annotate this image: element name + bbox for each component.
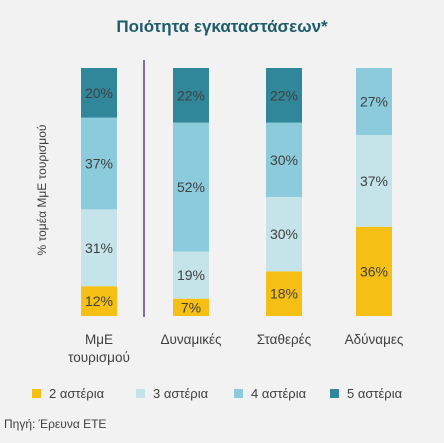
- chart-title: Ποιότητα εγκαταστάσεων*: [116, 17, 328, 36]
- data-label: 27%: [360, 93, 388, 109]
- bars-group: 12% 31% 37% 20% 7% 19% 52% 22% 18% 30% 30% 22% 36% 37…: [81, 68, 392, 316]
- data-label: 7%: [181, 299, 201, 315]
- data-label: 52%: [177, 179, 205, 195]
- bar-segment: [356, 68, 392, 135]
- bar-segment: [356, 226, 392, 316]
- data-label: 36%: [360, 263, 388, 279]
- legend-swatch: [136, 389, 145, 398]
- legend-swatch: [234, 389, 243, 398]
- legend-label: 2 αστέρια: [49, 386, 105, 401]
- legend-label: 3 αστέρια: [153, 386, 209, 401]
- data-label: 30%: [270, 152, 298, 168]
- bar-segment: [173, 251, 209, 299]
- bar-segment: [356, 134, 392, 227]
- source-note: Πηγή: Έρευνα ΕΤΕ: [4, 417, 106, 431]
- data-label: 19%: [177, 267, 205, 283]
- bar-segment: [81, 68, 117, 118]
- legend-swatch: [330, 389, 339, 398]
- category-label: Αδύναμες: [345, 332, 404, 347]
- data-label: 18%: [270, 286, 298, 302]
- data-label: 22%: [270, 87, 298, 103]
- bar-segment: [266, 271, 302, 316]
- data-label: 20%: [85, 85, 113, 101]
- data-label: 37%: [85, 155, 113, 171]
- bar-segment: [81, 286, 117, 316]
- category-label: Δυναμικές: [160, 332, 222, 347]
- data-label: 31%: [85, 240, 113, 256]
- bar-segment: [173, 298, 209, 316]
- category-label: τουρισμού: [68, 350, 130, 365]
- data-label: 12%: [85, 293, 113, 309]
- data-label: 37%: [360, 173, 388, 189]
- legend-label: 5 αστέρια: [347, 386, 403, 401]
- bar-segment: [266, 196, 302, 272]
- bar-segment: [173, 122, 209, 252]
- bar-segment: [81, 117, 117, 210]
- bar-segment: [173, 68, 209, 123]
- bar-segment: [266, 122, 302, 197]
- y-axis-label: % τομέα ΜμΕ τουρισμού: [35, 125, 49, 256]
- data-label: 30%: [270, 226, 298, 242]
- data-label: 22%: [177, 87, 205, 103]
- bar-segment: [81, 209, 117, 287]
- legend: 2 αστέρια 3 αστέρια 4 αστέρια 5 αστέρια: [32, 386, 403, 401]
- category-labels: ΜμΕ τουρισμού Δυναμικές Σταθερές Αδύναμες: [68, 332, 404, 365]
- legend-swatch: [32, 389, 41, 398]
- bar-segment: [266, 68, 302, 123]
- category-label: Σταθερές: [257, 332, 312, 347]
- category-label: ΜμΕ: [85, 332, 113, 347]
- legend-label: 4 αστέρια: [251, 386, 307, 401]
